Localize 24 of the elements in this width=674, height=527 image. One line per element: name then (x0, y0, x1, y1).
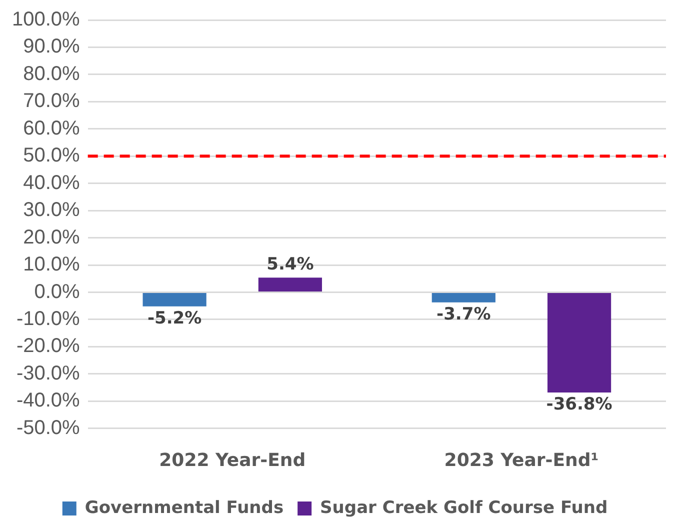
data-label: -36.8% (546, 394, 612, 414)
y-tick-label: 0.0% (34, 280, 80, 303)
y-tick-label: -10.0% (16, 308, 80, 330)
y-tick-label: -30.0% (16, 362, 80, 384)
data-label: -5.2% (147, 308, 202, 328)
y-tick-label: 100.0% (12, 8, 80, 31)
y-tick-label: 90.0% (23, 36, 80, 58)
data-label: 5.4% (266, 254, 314, 274)
y-tick-label: -40.0% (16, 390, 80, 412)
y-tick-label: 10.0% (23, 254, 80, 276)
y-tick-label: -50.0% (16, 416, 80, 439)
y-tick-label: 20.0% (23, 226, 80, 248)
y-tick-label: 50.0% (23, 144, 80, 167)
y-tick-label: 30.0% (23, 199, 80, 222)
y-tick-label: -20.0% (16, 335, 80, 358)
data-label: -3.7% (436, 304, 491, 324)
legend-label: Sugar Creek Golf Course Fund (320, 498, 608, 518)
y-tick-label: 40.0% (23, 172, 80, 194)
y-tick-label: 60.0% (23, 117, 80, 140)
x-tick-label: 2022 Year-End (159, 450, 306, 471)
x-tick-label: 2023 Year-End¹ (444, 450, 599, 471)
legend-label: Governmental Funds (84, 498, 284, 518)
y-tick-label: 70.0% (23, 90, 80, 112)
y-tick-label: 80.0% (23, 62, 80, 85)
